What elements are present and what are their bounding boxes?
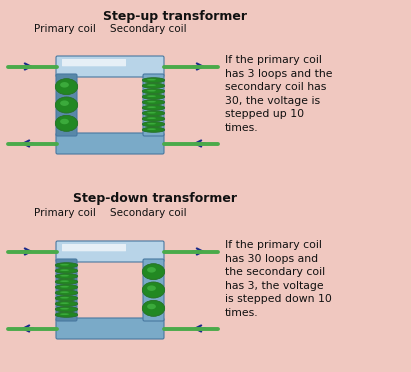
Ellipse shape: [55, 97, 78, 113]
Ellipse shape: [55, 116, 78, 131]
Ellipse shape: [147, 112, 156, 113]
Ellipse shape: [143, 282, 164, 298]
FancyBboxPatch shape: [143, 259, 164, 321]
Ellipse shape: [55, 269, 78, 273]
Ellipse shape: [55, 291, 78, 295]
Ellipse shape: [55, 274, 78, 279]
Ellipse shape: [143, 122, 164, 126]
FancyBboxPatch shape: [56, 241, 164, 262]
Ellipse shape: [60, 302, 69, 304]
FancyBboxPatch shape: [56, 318, 164, 339]
Ellipse shape: [143, 116, 164, 121]
Ellipse shape: [147, 79, 156, 80]
FancyBboxPatch shape: [56, 56, 164, 77]
Ellipse shape: [143, 122, 164, 126]
Ellipse shape: [143, 111, 164, 116]
Ellipse shape: [143, 282, 164, 298]
Ellipse shape: [143, 83, 164, 88]
Ellipse shape: [143, 128, 164, 132]
Ellipse shape: [55, 263, 78, 267]
FancyBboxPatch shape: [143, 74, 164, 136]
Ellipse shape: [143, 128, 164, 132]
Ellipse shape: [147, 106, 156, 108]
Ellipse shape: [55, 79, 78, 94]
Ellipse shape: [55, 116, 78, 131]
Ellipse shape: [143, 94, 164, 99]
Ellipse shape: [55, 263, 78, 267]
Ellipse shape: [147, 101, 156, 103]
Ellipse shape: [147, 90, 156, 92]
FancyBboxPatch shape: [56, 259, 77, 321]
Text: If the primary coil
has 3 loops and the
secondary coil has
30, the voltage is
st: If the primary coil has 3 loops and the …: [225, 55, 332, 133]
Text: Step-down transformer: Step-down transformer: [73, 192, 237, 205]
Ellipse shape: [60, 275, 69, 276]
Ellipse shape: [55, 296, 78, 301]
Ellipse shape: [55, 285, 78, 289]
Ellipse shape: [55, 307, 78, 312]
FancyBboxPatch shape: [56, 133, 164, 154]
FancyBboxPatch shape: [62, 244, 126, 251]
Ellipse shape: [60, 308, 69, 310]
Ellipse shape: [147, 95, 156, 97]
Ellipse shape: [55, 285, 78, 289]
Ellipse shape: [55, 269, 78, 273]
FancyBboxPatch shape: [62, 59, 126, 66]
Ellipse shape: [60, 100, 69, 106]
Ellipse shape: [147, 123, 156, 125]
Ellipse shape: [60, 286, 69, 288]
Ellipse shape: [60, 280, 69, 282]
Ellipse shape: [143, 116, 164, 121]
Ellipse shape: [55, 301, 78, 306]
Ellipse shape: [143, 301, 164, 316]
Ellipse shape: [143, 78, 164, 83]
Ellipse shape: [143, 78, 164, 83]
Ellipse shape: [55, 312, 78, 317]
FancyBboxPatch shape: [56, 74, 77, 136]
Ellipse shape: [147, 285, 156, 291]
Ellipse shape: [55, 79, 78, 94]
Ellipse shape: [143, 105, 164, 110]
Text: Secondary coil: Secondary coil: [110, 208, 186, 218]
Ellipse shape: [143, 264, 164, 279]
Ellipse shape: [55, 97, 78, 113]
Ellipse shape: [143, 100, 164, 105]
Ellipse shape: [55, 307, 78, 312]
Ellipse shape: [143, 89, 164, 94]
Ellipse shape: [147, 267, 156, 273]
Text: Secondary coil: Secondary coil: [110, 24, 186, 34]
Text: Step-up transformer: Step-up transformer: [103, 10, 247, 23]
Ellipse shape: [55, 296, 78, 301]
Ellipse shape: [143, 264, 164, 279]
Ellipse shape: [143, 94, 164, 99]
Ellipse shape: [143, 105, 164, 110]
Ellipse shape: [60, 313, 69, 315]
Ellipse shape: [55, 279, 78, 284]
Ellipse shape: [60, 119, 69, 124]
Ellipse shape: [143, 301, 164, 316]
Ellipse shape: [60, 82, 69, 87]
Ellipse shape: [55, 274, 78, 279]
Ellipse shape: [147, 304, 156, 309]
Ellipse shape: [60, 269, 69, 271]
Ellipse shape: [147, 84, 156, 86]
Text: Primary coil: Primary coil: [34, 24, 96, 34]
Ellipse shape: [147, 118, 156, 119]
Ellipse shape: [60, 297, 69, 298]
Ellipse shape: [143, 111, 164, 116]
Ellipse shape: [147, 128, 156, 130]
Text: Primary coil: Primary coil: [34, 208, 96, 218]
Ellipse shape: [55, 301, 78, 306]
Text: If the primary coil
has 30 loops and
the secondary coil
has 3, the voltage
is st: If the primary coil has 30 loops and the…: [225, 240, 332, 318]
Ellipse shape: [143, 89, 164, 94]
Ellipse shape: [60, 291, 69, 293]
Ellipse shape: [55, 312, 78, 317]
Ellipse shape: [55, 279, 78, 284]
Ellipse shape: [143, 100, 164, 105]
Ellipse shape: [55, 291, 78, 295]
Ellipse shape: [143, 83, 164, 88]
Ellipse shape: [60, 264, 69, 266]
